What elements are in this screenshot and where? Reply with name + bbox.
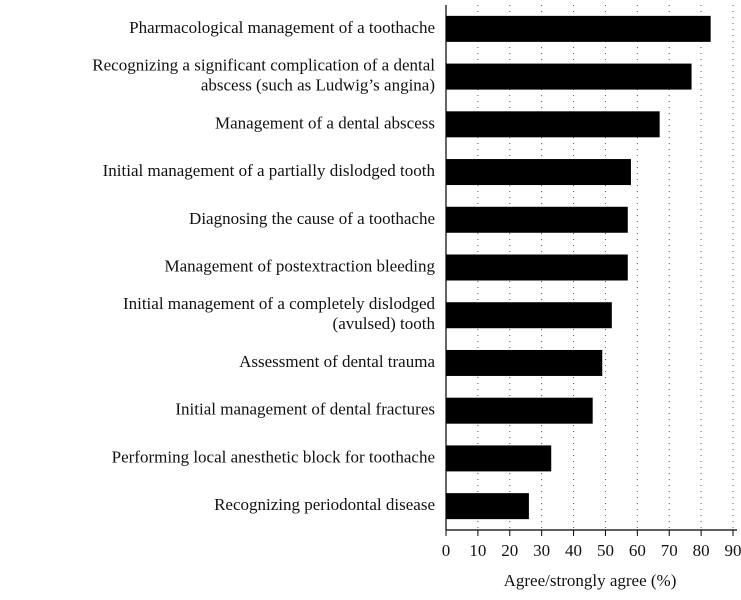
- x-tick-label: 30: [533, 541, 550, 560]
- x-tick-label: 50: [597, 541, 614, 560]
- bar: [446, 63, 692, 90]
- x-tick-label: 60: [629, 541, 646, 560]
- y-tick-label: Recognizing a significant complication o…: [92, 55, 435, 94]
- y-tick-label: Initial management of a partially dislod…: [103, 161, 436, 180]
- y-tick-label: Recognizing periodontal disease: [214, 495, 435, 514]
- y-tick-label: Diagnosing the cause of a toothache: [189, 209, 435, 228]
- y-tick-label: Initial management of dental fractures: [175, 400, 435, 419]
- x-axis-label: Agree/strongly agree (%): [504, 571, 677, 590]
- x-tick-label: 20: [501, 541, 518, 560]
- y-tick-label: Performing local anesthetic block for to…: [112, 447, 435, 466]
- bar: [446, 349, 603, 376]
- bar: [446, 302, 612, 329]
- x-tick-label: 40: [565, 541, 582, 560]
- bar: [446, 159, 631, 186]
- x-tick-label: 90: [725, 541, 741, 560]
- bar: [446, 111, 660, 138]
- y-tick-label: Pharmacological management of a toothach…: [129, 18, 435, 37]
- x-tick-label: 10: [469, 541, 486, 560]
- bar: [446, 445, 552, 472]
- y-tick-label: Management of postextraction bleeding: [165, 256, 436, 275]
- x-tick-label: 80: [693, 541, 710, 560]
- x-tick-label: 0: [442, 541, 451, 560]
- bar: [446, 15, 711, 42]
- y-tick-label: Initial management of a completely dislo…: [123, 294, 436, 333]
- bar: [446, 493, 529, 520]
- y-tick-label: Management of a dental abscess: [215, 113, 435, 132]
- bar: [446, 254, 628, 281]
- x-tick-label: 70: [661, 541, 678, 560]
- bar: [446, 397, 593, 424]
- y-tick-label: Assessment of dental trauma: [239, 352, 435, 371]
- bar: [446, 206, 628, 233]
